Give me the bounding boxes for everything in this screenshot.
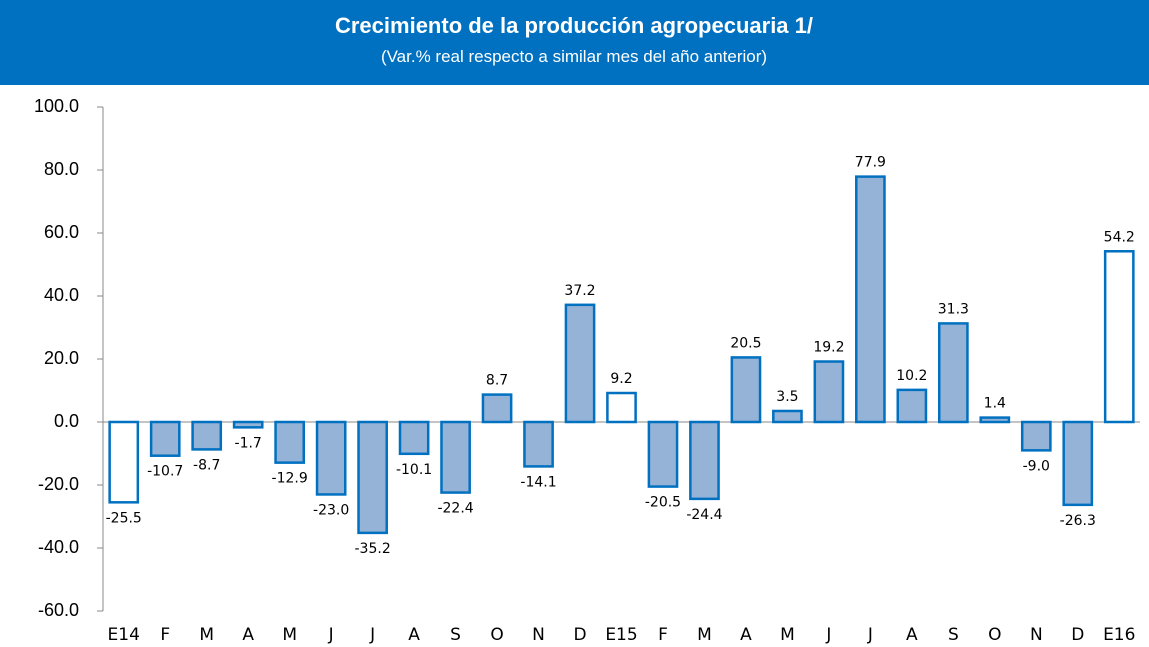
value-label: 20.5 [730,335,761,351]
value-label: 37.2 [564,283,595,299]
bar [274,420,306,464]
bar [772,409,803,424]
x-tick-label: E15 [605,625,637,645]
x-tick-label: E14 [108,625,140,645]
x-tick-label: A [740,625,752,645]
value-label: -26.3 [1060,513,1096,529]
bar [689,420,720,501]
x-tick-label: N [1030,625,1043,645]
value-label: 19.2 [813,340,844,356]
value-label: 77.9 [855,155,886,171]
value-label: 31.3 [938,301,969,317]
bar [606,391,637,424]
x-tick-label: F [160,625,170,645]
y-tick-label: -60.0 [38,600,79,620]
x-tick-label: F [658,625,668,645]
chart-title: Crecimiento de la producción agropecuari… [335,13,813,38]
value-label: 54.2 [1104,229,1135,245]
bar [730,356,762,424]
bar [1062,420,1094,507]
bar [896,388,928,424]
x-tick-label: A [906,625,918,645]
x-tick-label: D [573,625,586,645]
x-tick-label: A [408,625,420,645]
x-tick-label: A [242,625,254,645]
value-label: -24.4 [686,507,722,523]
value-label: -10.7 [147,464,183,480]
chart-subtitle: (Var.% real respecto a similar mes del a… [381,47,767,66]
bar [149,420,181,457]
y-tick-label: 100.0 [34,96,79,116]
bar [357,420,388,535]
x-tick-label: M [282,625,297,645]
x-tick-label: M [697,625,712,645]
y-tick-label: 40.0 [44,285,79,305]
title-bar [0,0,1149,85]
value-label: -10.1 [396,462,432,478]
y-tick-label: -40.0 [38,537,79,557]
bar [232,420,264,429]
bar [523,420,554,468]
value-label: -9.0 [1023,458,1050,474]
bar [647,420,679,488]
bar [1103,250,1135,424]
x-tick-label: S [948,625,959,645]
x-tick-label: J [328,625,334,645]
value-label: 3.5 [776,389,798,405]
y-tick-label: 80.0 [44,159,79,179]
bar [191,420,223,451]
bar [315,420,347,496]
x-tick-label: M [780,625,795,645]
value-label: -1.7 [235,435,262,451]
value-label: 10.2 [896,368,927,384]
x-tick-label: O [490,625,503,645]
bar [398,420,430,456]
x-tick-label: N [532,625,545,645]
bar [979,416,1011,424]
value-label: -22.4 [437,501,473,517]
value-label: 8.7 [486,373,508,389]
x-tick-label: M [199,625,214,645]
bar [440,420,471,494]
bar [813,360,845,424]
bar [937,322,969,424]
x-tick-label: S [450,625,461,645]
value-label: 1.4 [984,396,1006,412]
bar [564,303,596,424]
value-label: -8.7 [193,457,220,473]
y-tick-label: 60.0 [44,222,79,242]
bar [108,420,140,504]
value-label: -20.5 [645,495,681,511]
x-tick-label: J [825,625,831,645]
x-tick-label: D [1071,625,1084,645]
x-tick-label: E16 [1103,625,1135,645]
y-tick-label: -20.0 [38,474,79,494]
y-tick-label: 0.0 [54,411,79,431]
x-tick-label: O [988,625,1001,645]
value-label: -12.9 [272,471,308,487]
value-label: -25.5 [106,510,142,526]
bar [855,175,886,424]
x-tick-label: J [369,625,375,645]
value-label: -23.0 [313,502,349,518]
bar [1020,420,1052,452]
value-label: -35.2 [355,541,391,557]
x-tick-label: J [867,625,873,645]
value-label: -14.1 [520,474,556,490]
bar [481,393,513,424]
y-tick-label: 20.0 [44,348,79,368]
value-label: 9.2 [610,371,632,387]
